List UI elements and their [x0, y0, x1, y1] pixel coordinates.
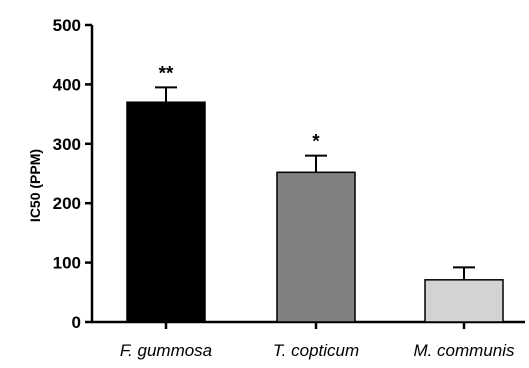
y-tick-label: 200 [53, 194, 81, 213]
bar [424, 279, 504, 323]
y-tick-label: 100 [53, 254, 81, 273]
y-tick-label: 300 [53, 135, 81, 154]
y-tick-label: 400 [53, 75, 81, 94]
x-tick-label: F. gummosa [120, 341, 212, 360]
bar [276, 171, 356, 323]
x-ticks: F. gummosa T. copticum M. communis [120, 322, 515, 360]
significance-label: ** [159, 63, 174, 84]
y-tick-label: 500 [53, 16, 81, 35]
y-axis-title: IC50 (PPM) [27, 149, 43, 222]
y-tick-label: 0 [72, 313, 81, 332]
significance-label: * [312, 132, 320, 153]
x-tick-label: T. copticum [273, 341, 359, 360]
x-tick-label: M. communis [413, 341, 515, 360]
y-ticks: 0 100 200 300 400 500 [53, 16, 92, 332]
bars: *** [126, 63, 504, 323]
bar [126, 101, 206, 323]
